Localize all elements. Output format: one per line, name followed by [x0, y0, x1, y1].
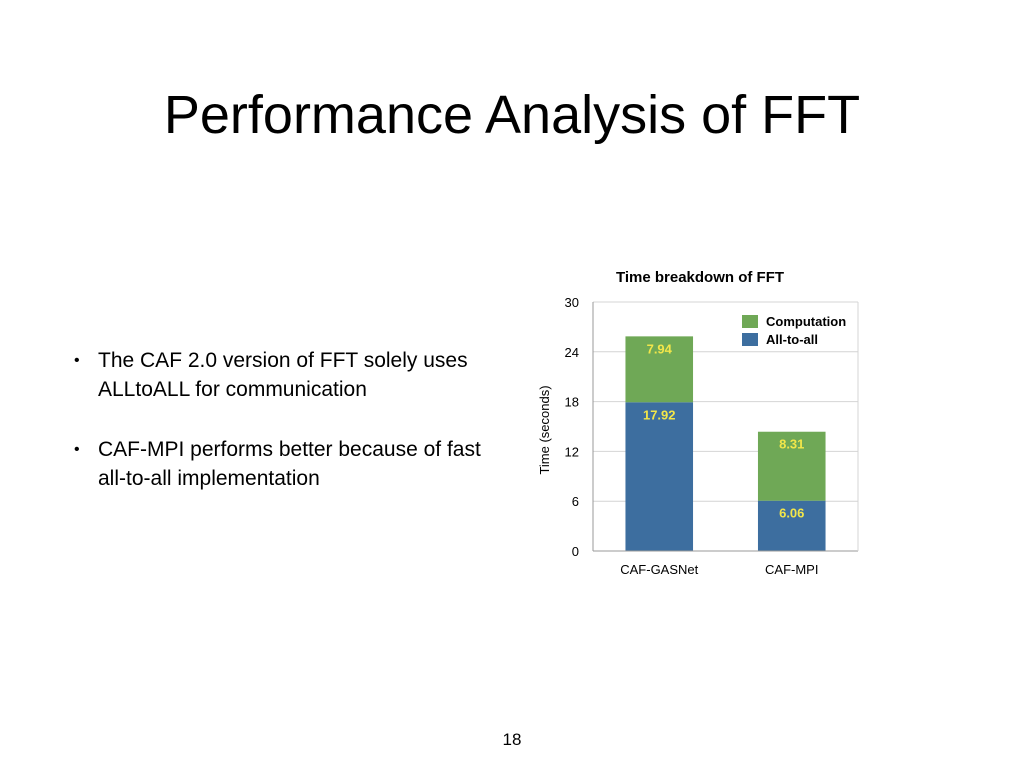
x-tick-label: CAF-MPI [765, 562, 818, 577]
bullet-text: CAF-MPI performs better because of fast … [98, 438, 481, 490]
bar-segment [625, 402, 694, 551]
y-tick-label: 6 [572, 494, 579, 509]
y-axis-label: Time (seconds) [537, 385, 552, 474]
bullet-dot-icon: • [74, 441, 80, 458]
chart-title: Time breakdown of FFT [616, 269, 784, 286]
legend-swatch [742, 333, 758, 346]
chart-axes: 0 6 12 18 24 30 CAF-GASNet CAF-MPI [565, 295, 859, 577]
y-tick-label: 12 [565, 444, 579, 459]
fft-time-chart: Time breakdown of FFT 17.92 7.94 6.06 8.31 … [525, 258, 870, 588]
page-number: 18 [502, 730, 522, 749]
bar-data-label: 6.06 [779, 506, 804, 521]
bar-data-label: 7.94 [647, 341, 673, 356]
legend-label: All-to-all [766, 332, 818, 347]
legend-swatch [742, 315, 758, 328]
x-tick-label: CAF-GASNet [620, 562, 698, 577]
y-tick-label: 30 [565, 295, 579, 310]
bullet-dot-icon: • [74, 352, 80, 369]
bar-data-label: 8.31 [779, 437, 804, 452]
bar-segment [757, 500, 826, 551]
bar-segment [625, 336, 694, 403]
chart-data-labels: 17.92 7.94 6.06 8.31 [643, 341, 804, 520]
bullet-list: • The CAF 2.0 version of FFT solely uses… [70, 346, 510, 524]
chart-legend: Computation All-to-all [742, 314, 846, 347]
bullet-text: The CAF 2.0 version of FFT solely uses A… [98, 349, 468, 401]
chart-svg: Time breakdown of FFT 17.927.946.068.31 … [537, 269, 859, 577]
y-tick-label: 24 [565, 345, 579, 360]
y-tick-label: 18 [565, 395, 579, 410]
legend-label: Computation [766, 314, 846, 329]
slide-title: Performance Analysis of FFT [163, 85, 861, 145]
bullet-item: • CAF-MPI performs better because of fas… [70, 435, 510, 493]
bar-data-label: 17.92 [643, 407, 676, 422]
y-tick-label: 0 [572, 544, 579, 559]
bar-segment [757, 431, 826, 501]
bullet-item: • The CAF 2.0 version of FFT solely uses… [70, 346, 510, 404]
chart-bars [625, 336, 826, 551]
